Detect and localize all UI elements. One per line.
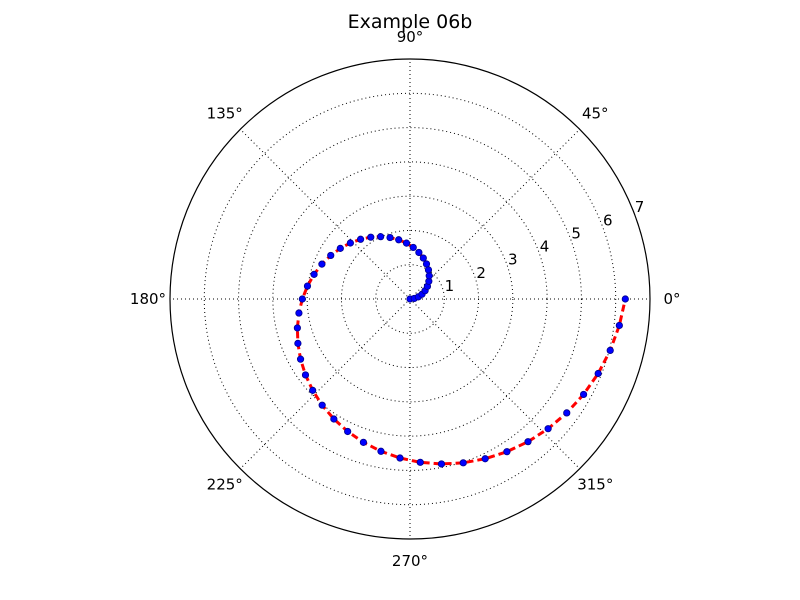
data-point-35	[359, 438, 368, 446]
chart-title: Example 06b	[348, 11, 473, 33]
data-point-38	[416, 458, 424, 466]
data-point-17	[367, 233, 375, 241]
data-point-25	[298, 295, 306, 303]
theta-tick-label-180: 180°	[130, 290, 166, 308]
data-point-30	[301, 371, 310, 379]
data-point-24	[303, 282, 312, 290]
data-point-8	[424, 266, 433, 274]
series-layer	[293, 233, 629, 468]
data-point-15	[386, 233, 394, 242]
data-point-7	[425, 272, 433, 280]
r-tick-label-7: 7	[635, 198, 645, 216]
theta-tick-label-315: 315°	[577, 475, 613, 493]
theta-gridline-45	[409, 128, 581, 300]
data-point-27	[293, 324, 301, 332]
frame-layer	[169, 58, 651, 540]
data-point-11	[415, 248, 423, 257]
data-point-42	[503, 448, 511, 456]
r-tick-label-1: 1	[445, 277, 455, 295]
data-point-28	[294, 339, 302, 347]
data-point-48	[606, 346, 614, 354]
grid-layer	[170, 59, 650, 539]
r-tick-label-6: 6	[603, 211, 613, 229]
r-gridline-3	[306, 195, 514, 403]
data-point-22	[318, 260, 326, 268]
theta-tick-label-225: 225°	[207, 475, 243, 493]
data-point-40	[459, 459, 467, 467]
theta-gridline-135	[239, 128, 411, 300]
theta-gridline-315	[409, 298, 581, 470]
theta-gridline-225	[239, 298, 411, 470]
r-tick-label-2: 2	[476, 264, 486, 282]
r-gridline-6	[203, 92, 617, 506]
data-point-19	[346, 239, 354, 247]
polar-frame	[169, 58, 651, 540]
theta-tick-label-90: 90°	[397, 28, 424, 46]
r-gridline-4	[272, 161, 548, 437]
data-point-18	[356, 235, 365, 243]
data-point-41	[481, 455, 489, 463]
data-point-21	[327, 251, 335, 260]
data-point-44	[544, 425, 552, 433]
r-gridline-5	[238, 127, 582, 471]
theta-tick-label-135: 135°	[207, 105, 243, 123]
r-tick-label-4: 4	[540, 238, 550, 256]
data-point-36	[377, 447, 385, 455]
data-point-16	[377, 233, 385, 241]
data-point-50	[621, 295, 629, 303]
r-tick-label-5: 5	[571, 224, 581, 242]
theta-tick-label-0: 0°	[663, 290, 680, 308]
theta-tick-label-270: 270°	[392, 552, 428, 570]
data-point-13	[402, 239, 411, 247]
data-point-10	[419, 254, 427, 262]
r-tick-label-3: 3	[508, 251, 518, 269]
data-point-37	[396, 454, 404, 462]
data-point-20	[336, 244, 344, 252]
data-point-29	[296, 355, 305, 363]
data-point-39	[437, 460, 446, 468]
data-point-43	[524, 438, 532, 446]
data-point-9	[422, 260, 431, 268]
data-point-46	[579, 390, 588, 399]
data-point-49	[615, 321, 623, 330]
data-point-12	[409, 243, 417, 252]
labels-layer: 0° 45° 90° 135° 180° 225° 270° 315° 1 2 3 4 5 6 7	[130, 28, 681, 570]
data-point-47	[594, 369, 602, 378]
data-point-32	[318, 401, 326, 409]
theta-tick-label-45: 45°	[582, 105, 609, 123]
data-point-45	[563, 409, 571, 417]
data-point-14	[395, 236, 403, 244]
data-point-26	[295, 309, 303, 317]
data-point-23	[310, 270, 318, 278]
data-point-33	[330, 415, 338, 423]
data-point-34	[344, 427, 352, 436]
data-point-31	[309, 386, 317, 394]
